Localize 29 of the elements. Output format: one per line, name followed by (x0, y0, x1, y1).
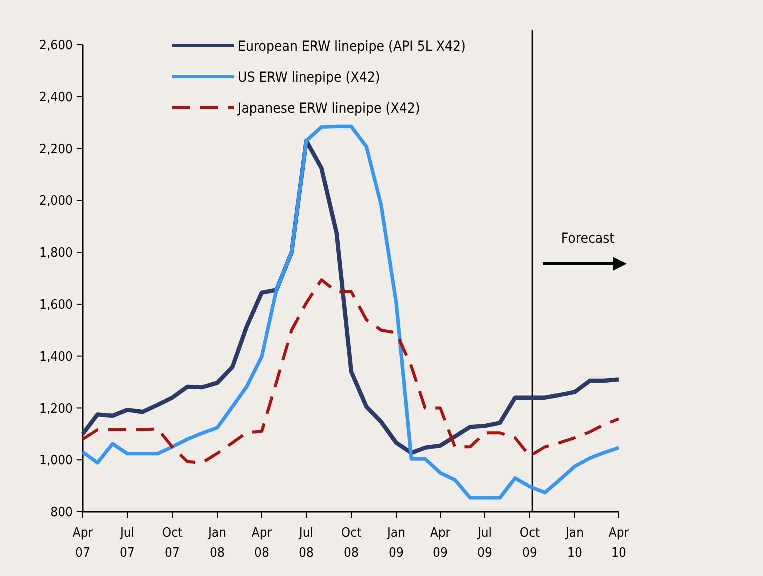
y-tick-label: 1,000 (40, 454, 73, 469)
y-tick-label: 1,600 (40, 298, 73, 313)
line-series (82, 278, 620, 464)
x-tick-label: Jan 09 (386, 526, 406, 561)
x-tick-label: Jul 09 (476, 526, 492, 561)
annotation: Forecast (561, 231, 615, 247)
x-tick-label: Apr 09 (430, 526, 451, 561)
x-tick-label: Oct 07 (162, 526, 184, 561)
y-tick-label: 2,400 (40, 90, 73, 106)
x-tick-label: Apr 10 (608, 526, 630, 561)
x-tick-label: Apr 07 (72, 526, 94, 561)
x-tick-label: Oct 09 (520, 526, 541, 561)
y-tick-label: 1,800 (40, 246, 73, 262)
x-tick-label: Jan 10 (564, 526, 584, 561)
line-series (81, 124, 621, 500)
x-tick-label: Oct 08 (341, 526, 362, 561)
x-tick-label: Apr 08 (252, 526, 272, 561)
x-tick-label: Jan 08 (207, 526, 227, 561)
legend-label: US ERW linepipe (X42) (238, 70, 380, 86)
y-tick-label: 1,400 (40, 350, 73, 365)
y-tick-label: 2,200 (40, 142, 73, 158)
y-tick-label: 2,000 (40, 194, 73, 210)
legend-label: European ERW linepipe (API 5L X42) (238, 38, 466, 55)
y-tick-label: 800 (50, 506, 73, 521)
x-tick-label: Jul 08 (298, 526, 314, 561)
x-tick-label: Jul 07 (119, 526, 135, 561)
legend-label: Japanese ERW linepipe (X42) (237, 100, 420, 117)
y-tick-label: 1,200 (40, 402, 73, 417)
y-tick-label: 2,600 (40, 38, 73, 54)
